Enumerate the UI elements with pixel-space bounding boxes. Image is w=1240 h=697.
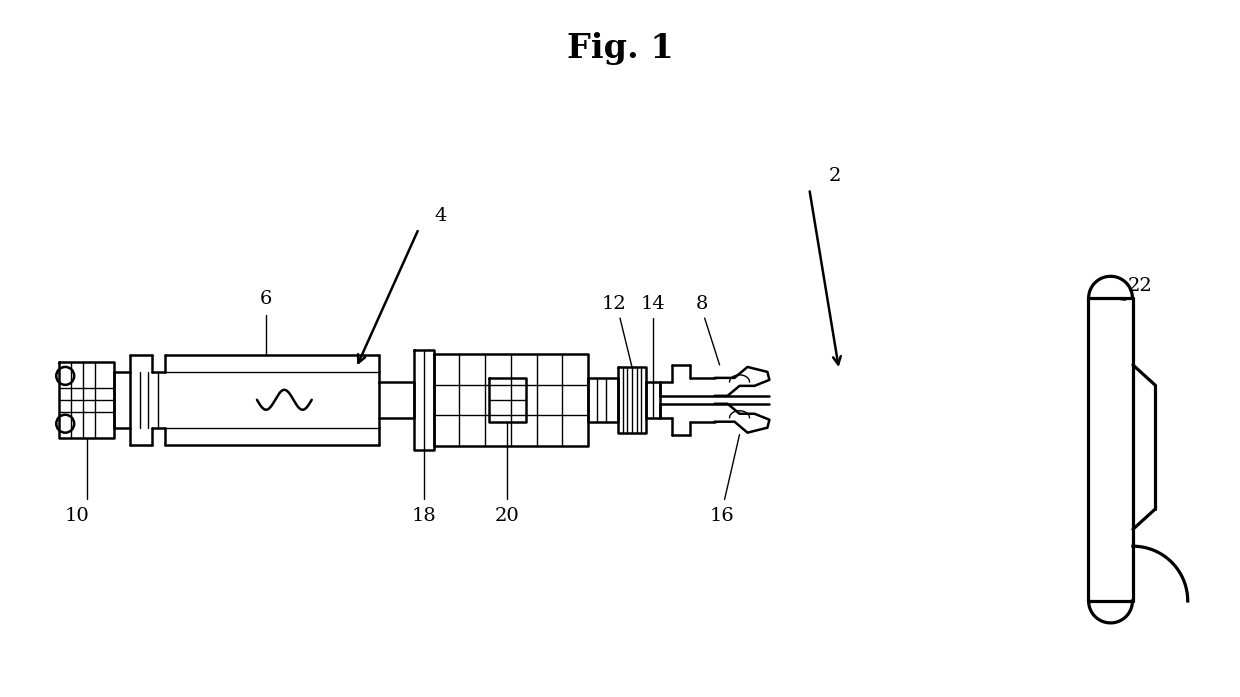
Text: 10: 10	[64, 507, 89, 526]
Text: 22: 22	[1128, 277, 1153, 296]
Text: 12: 12	[601, 295, 626, 313]
Text: 18: 18	[412, 507, 436, 526]
Text: 14: 14	[641, 295, 665, 313]
Text: Fig. 1: Fig. 1	[567, 31, 673, 65]
Text: 4: 4	[434, 206, 446, 224]
Text: 2: 2	[830, 167, 842, 185]
Text: 20: 20	[495, 507, 520, 526]
Text: 8: 8	[696, 295, 708, 313]
Text: 16: 16	[709, 507, 734, 526]
Text: 6: 6	[260, 290, 273, 308]
